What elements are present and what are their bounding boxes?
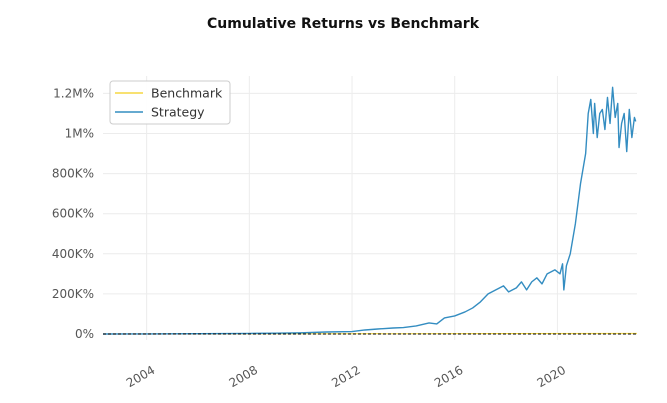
legend: Benchmark Strategy <box>109 80 231 125</box>
x-axis-ticks: 2004 2008 2012 2016 2020 <box>124 363 568 390</box>
y-tick-label: 0% <box>75 327 94 341</box>
chart-title: Cumulative Returns vs Benchmark <box>207 16 480 32</box>
y-tick-label: 1.2M% <box>53 86 94 100</box>
legend-box <box>109 80 231 125</box>
x-tick-label: 2008 <box>227 363 260 390</box>
legend-label-benchmark: Benchmark <box>151 86 223 101</box>
x-tick-label: 2012 <box>329 363 362 390</box>
y-tick-label: 200K% <box>52 287 94 301</box>
y-tick-label: 400K% <box>52 247 94 261</box>
y-tick-label: 1M% <box>65 127 94 141</box>
x-tick-label: 2004 <box>124 363 157 390</box>
x-tick-label: 2020 <box>535 363 568 390</box>
y-axis-ticks: 0% 200K% 400K% 600K% 800K% 1M% 1.2M% <box>52 86 94 341</box>
y-tick-label: 800K% <box>52 167 94 181</box>
strategy-line <box>102 86 637 335</box>
y-tick-label: 600K% <box>52 207 94 221</box>
x-tick-label: 2016 <box>432 363 465 390</box>
legend-label-strategy: Strategy <box>151 105 205 120</box>
